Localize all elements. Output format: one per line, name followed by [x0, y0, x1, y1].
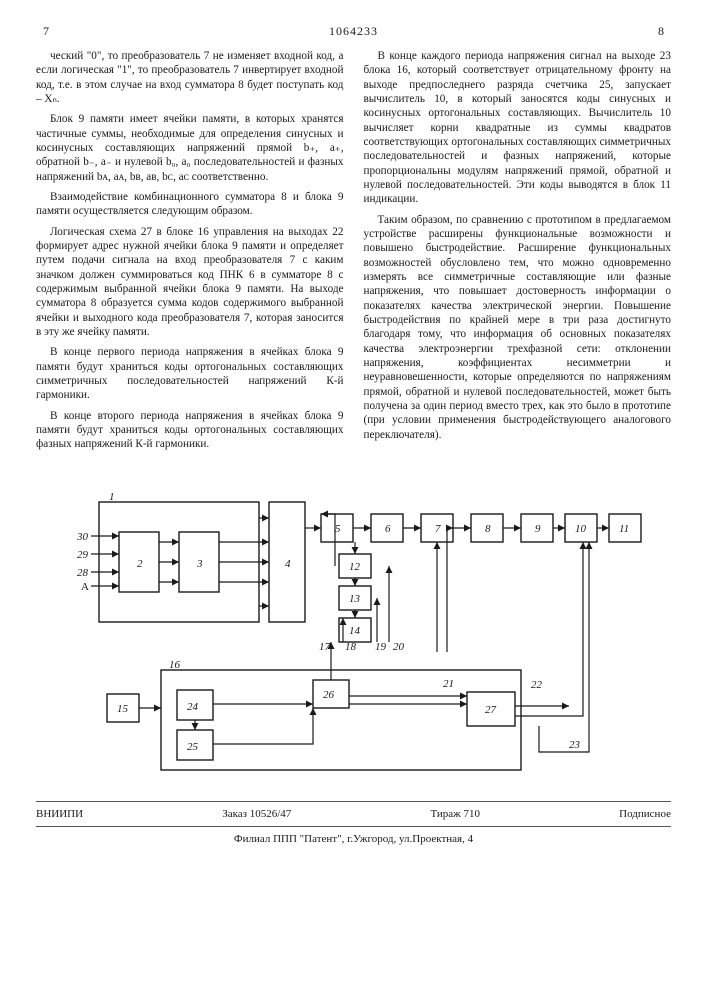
- para-text: В конце каждого периода напряжения сигна…: [364, 50, 672, 205]
- footer-order: Заказ 10526/47: [222, 808, 291, 820]
- svg-text:20: 20: [393, 641, 405, 653]
- document-number: 1064233: [329, 24, 378, 39]
- para: Таким образом, по сравнению с прототипом…: [364, 213, 672, 442]
- svg-text:22: 22: [531, 679, 543, 691]
- page-right: 8: [651, 24, 671, 39]
- circuit-diagram: 1234567891011121314151624252627302928A17…: [36, 472, 671, 787]
- para: В конце первого периода напряжения в яче…: [36, 345, 344, 402]
- svg-text:13: 13: [349, 593, 361, 605]
- footer-tiraz: Тираж 710: [430, 808, 480, 820]
- svg-text:24: 24: [187, 701, 199, 713]
- svg-text:3: 3: [196, 558, 203, 570]
- para: Взаимодействие комбинационного сумматора…: [36, 190, 344, 219]
- svg-text:29: 29: [77, 549, 89, 561]
- svg-text:11: 11: [619, 523, 629, 535]
- svg-text:23: 23: [569, 739, 581, 751]
- page-header: 7 1064233 8: [36, 24, 671, 39]
- svg-text:2: 2: [137, 558, 143, 570]
- body-columns: ческий "0", то преобразователь 7 не изме…: [36, 49, 671, 458]
- svg-text:25: 25: [187, 741, 199, 753]
- svg-text:21: 21: [443, 678, 454, 690]
- svg-text:15: 15: [117, 703, 129, 715]
- svg-text:14: 14: [349, 625, 361, 637]
- para: Логическая схема 27 в блоке 16 управлени…: [36, 225, 344, 340]
- footer-org: ВНИИПИ: [36, 808, 83, 820]
- svg-text:8: 8: [485, 523, 491, 535]
- svg-text:17: 17: [319, 641, 331, 653]
- svg-text:5: 5: [335, 523, 341, 535]
- svg-text:7: 7: [435, 523, 441, 535]
- svg-text:10: 10: [575, 523, 587, 535]
- svg-text:12: 12: [349, 561, 361, 573]
- svg-text:16: 16: [169, 659, 181, 671]
- column-right: В конце каждого периода напряжения сигна…: [364, 49, 672, 458]
- page-left: 7: [36, 24, 56, 39]
- svg-text:28: 28: [77, 567, 89, 579]
- svg-text:6: 6: [385, 523, 391, 535]
- divider: [36, 801, 671, 802]
- footer-sign: Подписное: [619, 808, 671, 820]
- para: В конце второго периода напряжения в яче…: [36, 409, 344, 452]
- svg-text:27: 27: [485, 704, 497, 716]
- footer: ВНИИПИ Заказ 10526/47 Тираж 710 Подписно…: [36, 801, 671, 845]
- para: Блок 9 памяти имеет ячейки памяти, в кот…: [36, 112, 344, 184]
- svg-text:A: A: [81, 581, 89, 593]
- column-left: ческий "0", то преобразователь 7 не изме…: [36, 49, 344, 458]
- svg-text:1: 1: [109, 491, 115, 503]
- svg-text:19: 19: [375, 641, 387, 653]
- para: ческий "0", то преобразователь 7 не изме…: [36, 49, 344, 106]
- footer-row: ВНИИПИ Заказ 10526/47 Тираж 710 Подписно…: [36, 808, 671, 820]
- para: В конце каждого периода напряжения сигна…: [364, 49, 672, 207]
- svg-text:30: 30: [76, 531, 89, 543]
- svg-text:18: 18: [345, 641, 357, 653]
- divider: [36, 826, 671, 827]
- svg-text:4: 4: [285, 558, 291, 570]
- svg-text:26: 26: [323, 689, 335, 701]
- svg-text:9: 9: [535, 523, 541, 535]
- footer-publisher: Филиал ППП "Патент", г.Ужгород, ул.Проек…: [36, 833, 671, 845]
